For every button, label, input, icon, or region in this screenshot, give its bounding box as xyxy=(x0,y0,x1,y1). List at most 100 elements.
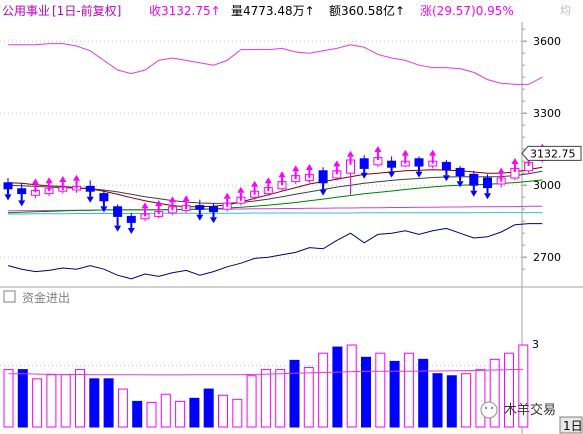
current-price-label: 3132.75 xyxy=(530,147,576,160)
down-arrow-icon xyxy=(114,225,122,232)
watermark-text: 木羊交易 xyxy=(504,402,556,418)
down-arrow-icon xyxy=(360,172,368,179)
down-arrow-icon xyxy=(442,175,450,182)
down-arrow-icon xyxy=(4,194,12,201)
close-price: 收3132.75↑ xyxy=(149,4,221,18)
fund-flow-bar xyxy=(246,375,257,428)
down-arrow-icon xyxy=(470,190,478,197)
fund-flow-bar xyxy=(375,352,386,428)
change-value: 涨(29.57)0.95% xyxy=(420,4,514,18)
fund-flow-bar xyxy=(117,388,128,428)
up-arrow-icon xyxy=(264,177,272,184)
fund-flow-bar xyxy=(260,369,271,428)
fund-flow-bar xyxy=(418,358,429,428)
down-arrow-icon xyxy=(86,196,94,203)
up-arrow-icon xyxy=(374,146,382,152)
candle-body xyxy=(318,170,328,184)
fund-flow-bar xyxy=(289,359,300,428)
price-tick-label: 3600 xyxy=(533,35,561,48)
down-arrow-icon xyxy=(127,228,135,234)
fund-flow-bar xyxy=(132,400,143,428)
fund-flow-bars xyxy=(3,344,529,428)
fund-flow-bar xyxy=(32,378,43,428)
fund-flow-bar xyxy=(189,397,200,428)
up-arrow-icon xyxy=(155,200,163,206)
wechat-icon xyxy=(480,401,498,419)
amount-value: 额360.58亿↑ xyxy=(329,4,406,18)
up-arrow-icon xyxy=(292,165,300,172)
down-arrow-icon xyxy=(484,193,491,200)
fund-flow-bar xyxy=(203,388,214,428)
up-arrow-icon xyxy=(511,158,519,164)
up-arrow-icon xyxy=(497,167,505,174)
down-arrow-icon xyxy=(210,217,217,224)
fund-flow-bar xyxy=(218,394,228,428)
period-button-label[interactable]: 1日 xyxy=(563,419,583,433)
fund-flow-bar xyxy=(89,378,100,428)
fund-flow-bar xyxy=(475,369,486,428)
candle-body xyxy=(113,206,123,217)
up-arrow-icon xyxy=(73,174,80,181)
fund-flow-bar xyxy=(432,373,443,428)
signal-line xyxy=(8,368,524,376)
up-arrow-icon xyxy=(45,177,53,184)
fund-flow-bar xyxy=(232,398,243,428)
down-arrow-icon xyxy=(388,171,396,178)
lower-band-line xyxy=(7,223,543,280)
up-arrow-icon xyxy=(237,186,245,193)
up-arrow-icon xyxy=(31,178,39,185)
price-grid xyxy=(0,40,521,258)
price-tick-label: 2700 xyxy=(533,251,561,264)
subpanel-title: 资金进出 xyxy=(22,290,70,305)
down-arrow-icon xyxy=(196,214,204,221)
fund-flow-bar xyxy=(489,358,500,428)
up-arrow-icon xyxy=(429,149,437,156)
ma-cyan-line xyxy=(8,212,543,215)
sector-name: 公用事业 xyxy=(2,4,51,18)
fund-flow-bar xyxy=(518,344,529,428)
subpanel-header: 资金进出 xyxy=(3,290,70,305)
upper-band-line xyxy=(8,43,543,85)
fund-flow-bar xyxy=(318,352,329,428)
fund-flow-bar xyxy=(303,367,314,428)
signal-arrows xyxy=(4,143,546,234)
price-tick-label: 3300 xyxy=(533,107,561,120)
fund-flow-bar xyxy=(446,375,457,428)
moving-averages xyxy=(7,43,543,280)
chart-header: 公用事业 [1日-前复权] 收3132.75↑ 量4773.48万↑ 额360.… xyxy=(0,0,583,22)
up-arrow-icon xyxy=(168,196,176,203)
fund-flow-bar xyxy=(160,393,171,428)
up-arrow-icon xyxy=(278,171,286,178)
up-arrow-icon xyxy=(141,202,149,209)
fund-flow-bar xyxy=(60,374,71,428)
fund-flow-bar xyxy=(346,344,357,428)
down-arrow-icon xyxy=(18,200,26,207)
up-arrow-icon xyxy=(182,195,190,202)
current-price-marker: 3132.75 xyxy=(521,145,582,161)
price-tick-label: 3000 xyxy=(533,179,561,192)
fund-flow-bar xyxy=(75,369,85,428)
up-arrow-icon xyxy=(401,149,409,156)
fund-flow-bar xyxy=(3,369,14,428)
fund-flow-bar xyxy=(46,374,57,428)
down-arrow-icon xyxy=(319,189,327,196)
fund-flow-bar xyxy=(103,378,114,428)
fund-flow-bar xyxy=(175,400,186,428)
period-button[interactable]: 1日 xyxy=(559,416,583,434)
checkbox-icon[interactable] xyxy=(3,290,16,303)
header-tail: 均 xyxy=(560,4,571,17)
fund-flow-bar xyxy=(17,369,28,428)
ma-gray-line xyxy=(7,170,543,204)
up-arrow-icon xyxy=(251,180,259,187)
up-arrow-icon xyxy=(223,192,231,199)
up-arrow-icon xyxy=(333,160,341,167)
subpanel-tick-label: 3 xyxy=(532,338,539,351)
period-label[interactable]: [1日-前复权] xyxy=(52,4,122,18)
down-arrow-icon xyxy=(100,206,108,213)
ma-dark-line xyxy=(7,166,543,208)
fund-flow-bar xyxy=(504,352,514,428)
fund-flow-bar xyxy=(389,360,400,428)
down-arrow-icon xyxy=(456,181,464,188)
volume-value: 量4773.48万↑ xyxy=(231,4,315,18)
